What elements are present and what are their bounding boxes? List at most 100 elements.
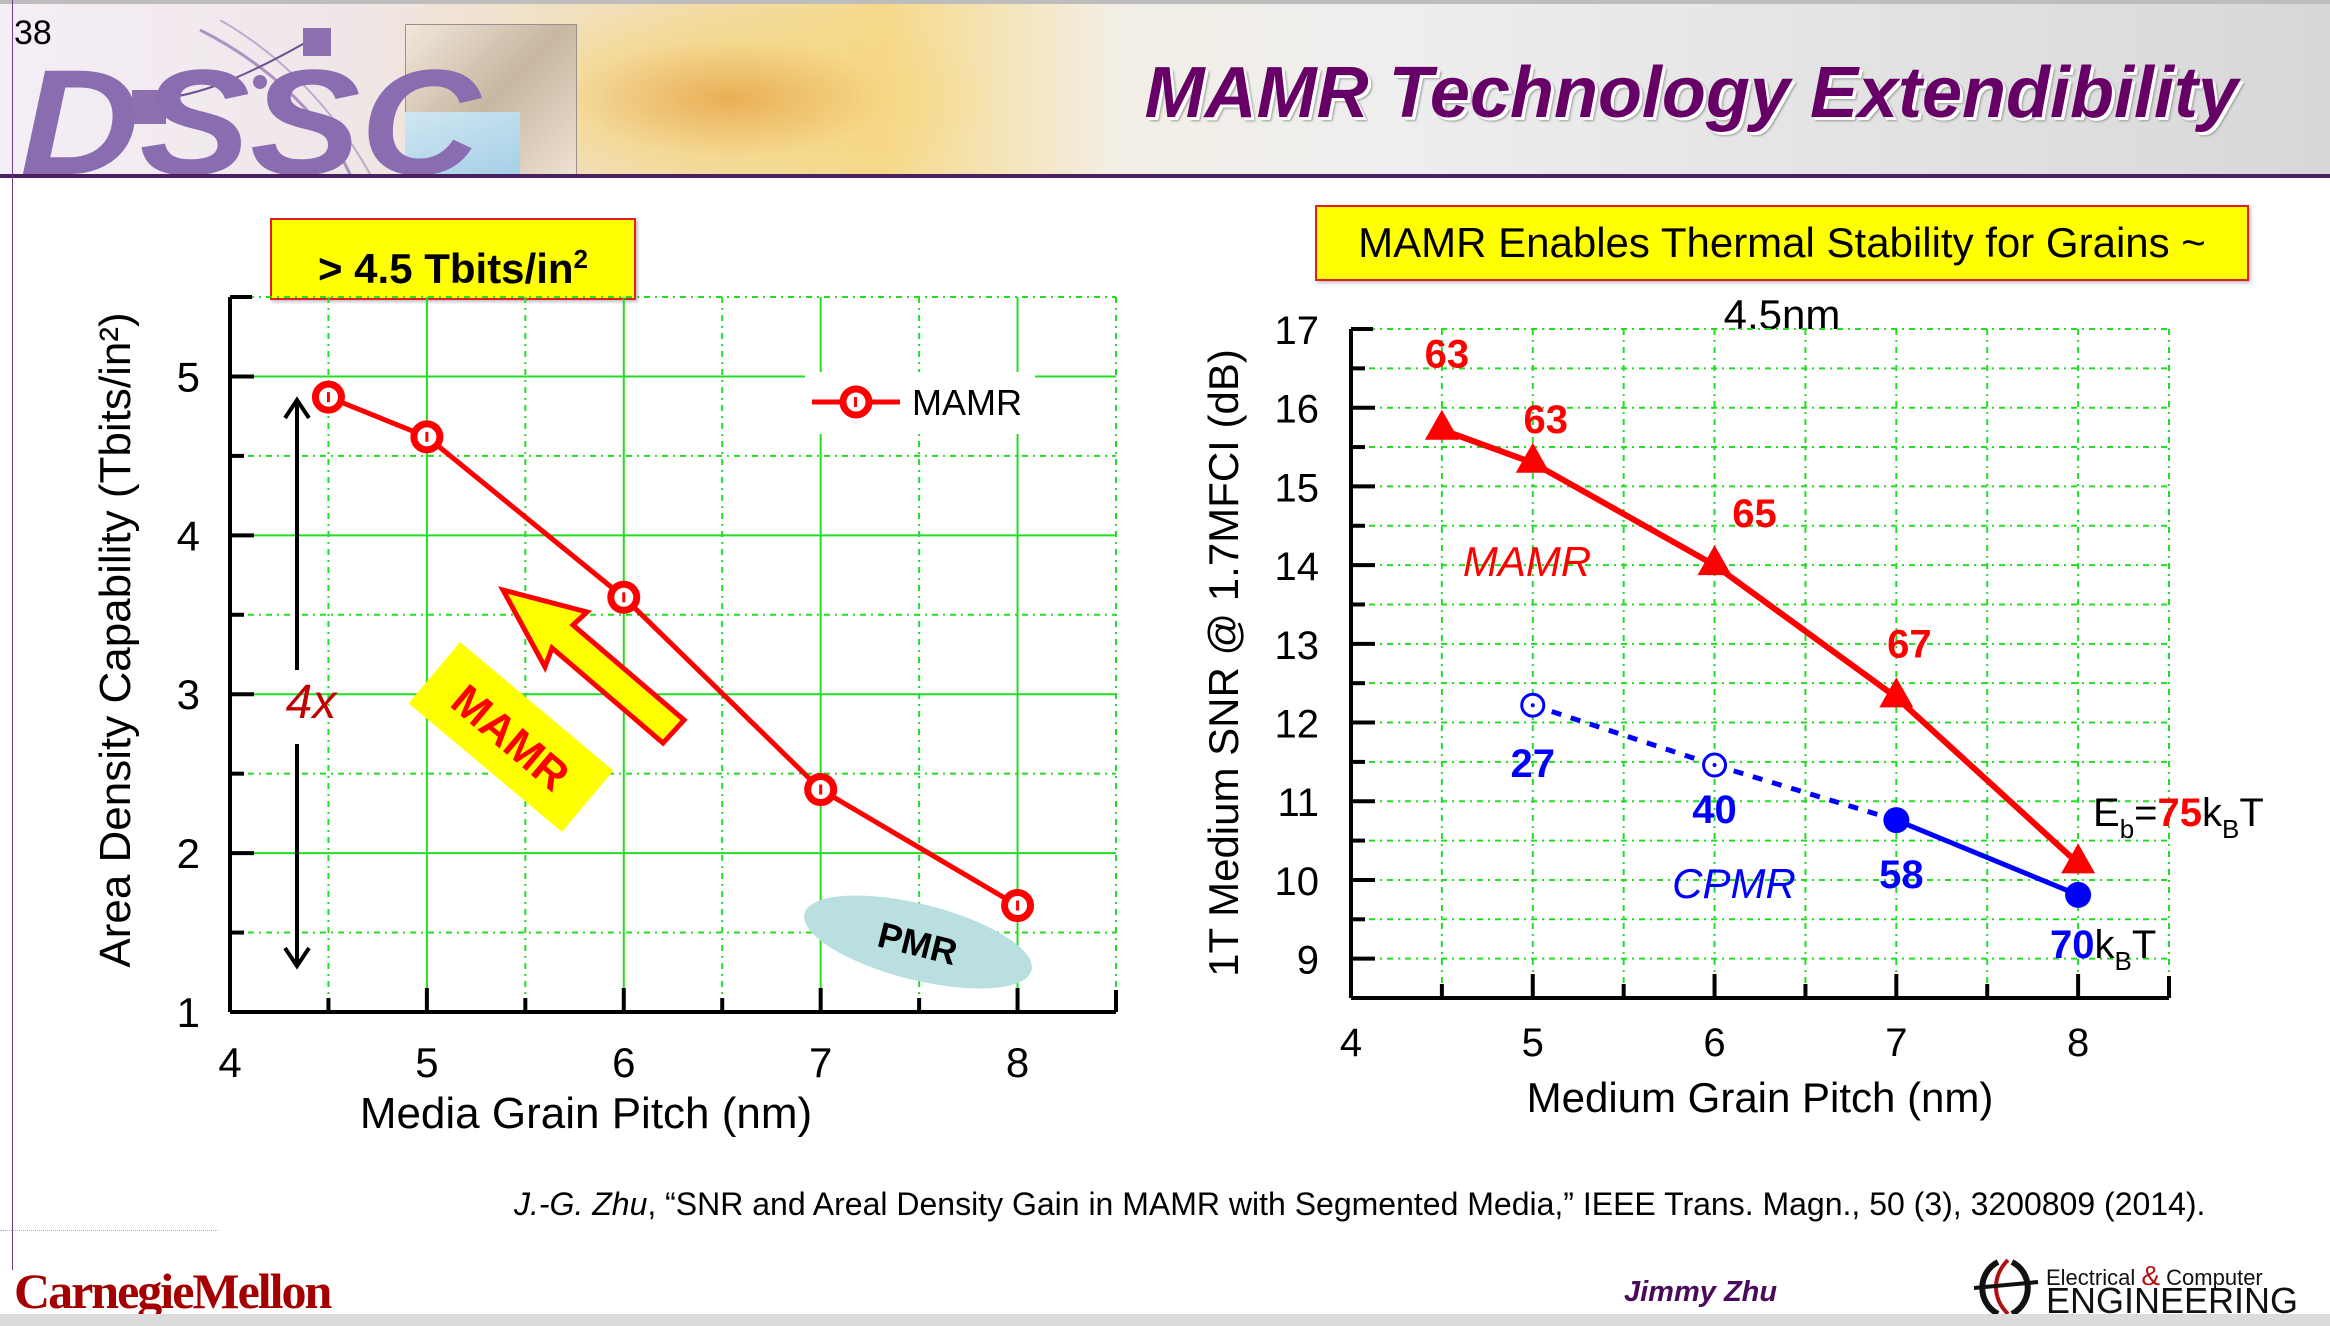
slide-title: MAMR Technology Extendibility (1144, 53, 2238, 133)
svg-text:DSSC: DSSC (20, 38, 483, 174)
footer-bar (0, 1314, 2330, 1326)
eb-annotation: Eb=75kBT (2093, 791, 2264, 844)
y-tick-label: 17 (1275, 309, 1320, 353)
eb-value: 75 (2158, 791, 2203, 835)
mamr-data-point (1697, 545, 1732, 576)
svg-text:70kBT: 70kBT (2050, 923, 2156, 976)
data-point (311, 380, 345, 414)
mamr-series-label: MAMR (1463, 538, 1591, 585)
slide-number: 38 (14, 14, 52, 52)
axes (1349, 327, 2171, 1000)
data-point (804, 773, 838, 807)
cpmr-series-label: CPMR (1672, 860, 1796, 907)
header-photo-lab (560, 6, 980, 174)
svg-text:Eb=75kBT: Eb=75kBT (2093, 791, 2264, 844)
cpmr-data-point (2065, 881, 2092, 908)
mamr-point-label: 63 (1425, 333, 1470, 377)
mamr-trend-arrow (498, 586, 688, 747)
thermal-stability-callout-text: MAMR Enables Thermal Stability for Grain… (1358, 219, 2206, 338)
cpmr-line-segment (1531, 702, 1716, 768)
mamr-data-point (2061, 843, 2096, 874)
x-tick-label: 6 (1703, 1021, 1725, 1065)
left-margin-rule (12, 0, 13, 1270)
y-tick-label: 15 (1275, 466, 1320, 510)
pmr-region: PMR (804, 895, 1032, 989)
axes (228, 295, 1118, 1014)
grid-lines (1351, 328, 2170, 998)
mamr-point-label: 67 (1887, 622, 1932, 666)
legend-label: MAMR (912, 382, 1022, 423)
cpmr-data-point (1883, 807, 1910, 834)
mamr-data-point (1424, 409, 1459, 440)
x-tick-label: 8 (2067, 1021, 2089, 1065)
y-tick-label: 12 (1275, 703, 1320, 747)
thermal-stability-callout: MAMR Enables Thermal Stability for Grain… (1315, 205, 2249, 338)
mamr-point-label: 65 (1732, 492, 1777, 536)
mamr-data-point (1879, 677, 1914, 708)
eb-symbol: E (2093, 791, 2120, 835)
data-point-center (1016, 900, 1020, 911)
cpmr-line-segment (1713, 762, 1898, 823)
grid-lines (230, 296, 1117, 1012)
y-tick-label: 10 (1275, 860, 1320, 904)
y-tick-label: 3 (177, 671, 200, 718)
legend-marker (839, 385, 873, 419)
citation-text: , “SNR and Areal Density Gain in MAMR wi… (647, 1186, 2206, 1222)
point-labels: 27 40 58 63 63 65 67 (1425, 333, 1932, 897)
x-tick-label: 5 (1522, 1021, 1544, 1065)
four-x-arrow: 4x (283, 396, 338, 970)
y-axis-title: 1T Medium SNR @ 1.7MFCI (dB) (1200, 349, 1247, 977)
data-point-center (819, 784, 823, 795)
tick-labels: 1 2 3 4 5 4 5 6 7 8 (177, 353, 1030, 1086)
ece-logo: Electrical & Computer ENGINEERING (1968, 1258, 2298, 1321)
x-tick-label: 4 (218, 1039, 241, 1086)
y-tick-label: 5 (177, 353, 200, 400)
data-point (607, 580, 641, 614)
slide-header: DSSC 38 MAMR Technology Extendibility (0, 0, 2330, 178)
x-tick-label: 7 (809, 1039, 832, 1086)
x-axis-title: Medium Grain Pitch (nm) (1527, 1074, 1994, 1121)
density-callout-superscript: 2 (573, 244, 589, 274)
cpmr-point-label: 27 (1511, 742, 1556, 786)
data-point-center (326, 392, 330, 403)
data-point-center (622, 592, 626, 603)
mamr-banner-text: MAMR (442, 675, 578, 801)
y-tick-label: 13 (1275, 624, 1320, 668)
y-tick-label: 1 (177, 989, 200, 1036)
citation-author: J.-G. Zhu (514, 1186, 648, 1222)
mamr-data-point (1515, 442, 1550, 473)
mamr-line (327, 394, 1019, 908)
mamr-line (1440, 426, 2081, 866)
x-tick-label: 4 (1340, 1021, 1362, 1065)
y-tick-label: 9 (1297, 939, 1319, 983)
density-callout-text: > 4.5 Tbits/in (317, 245, 574, 292)
y-axis-title: Area Density Capability (Tbits/in²) (91, 312, 140, 967)
data-point (1001, 889, 1035, 923)
footer-dotted-rule (0, 1230, 218, 1231)
x-tick-label: 5 (415, 1039, 438, 1086)
cpmr-point-label: 40 (1692, 788, 1737, 832)
cpmr-data-point-center (1530, 703, 1535, 708)
mamr-point-label: 63 (1524, 398, 1569, 442)
data-point (410, 420, 444, 454)
header-top-border (0, 0, 2330, 4)
header-divider (0, 174, 2330, 178)
data-series (1424, 409, 2096, 908)
cpmr-data-point-center (1712, 763, 1717, 768)
cpmr-end-annotation: 70kBT (2050, 923, 2156, 976)
ece-emblem-icon (1973, 1258, 2039, 1317)
mamr-banner: MAMR (408, 642, 614, 832)
x-axis-title: Media Grain Pitch (nm) (360, 1089, 812, 1138)
x-tick-label: 8 (1006, 1039, 1029, 1086)
cpmr-line-segment (1895, 817, 2080, 898)
dssc-logo: DSSC (20, 20, 483, 174)
y-tick-label: 14 (1275, 545, 1320, 589)
presenter-name: Jimmy Zhu (1624, 1276, 1778, 1308)
cpmr-end-value: 70 (2050, 923, 2095, 967)
pmr-label: PMR (874, 914, 962, 973)
y-tick-label: 11 (1277, 781, 1319, 825)
x-tick-label: 7 (1885, 1021, 1907, 1065)
